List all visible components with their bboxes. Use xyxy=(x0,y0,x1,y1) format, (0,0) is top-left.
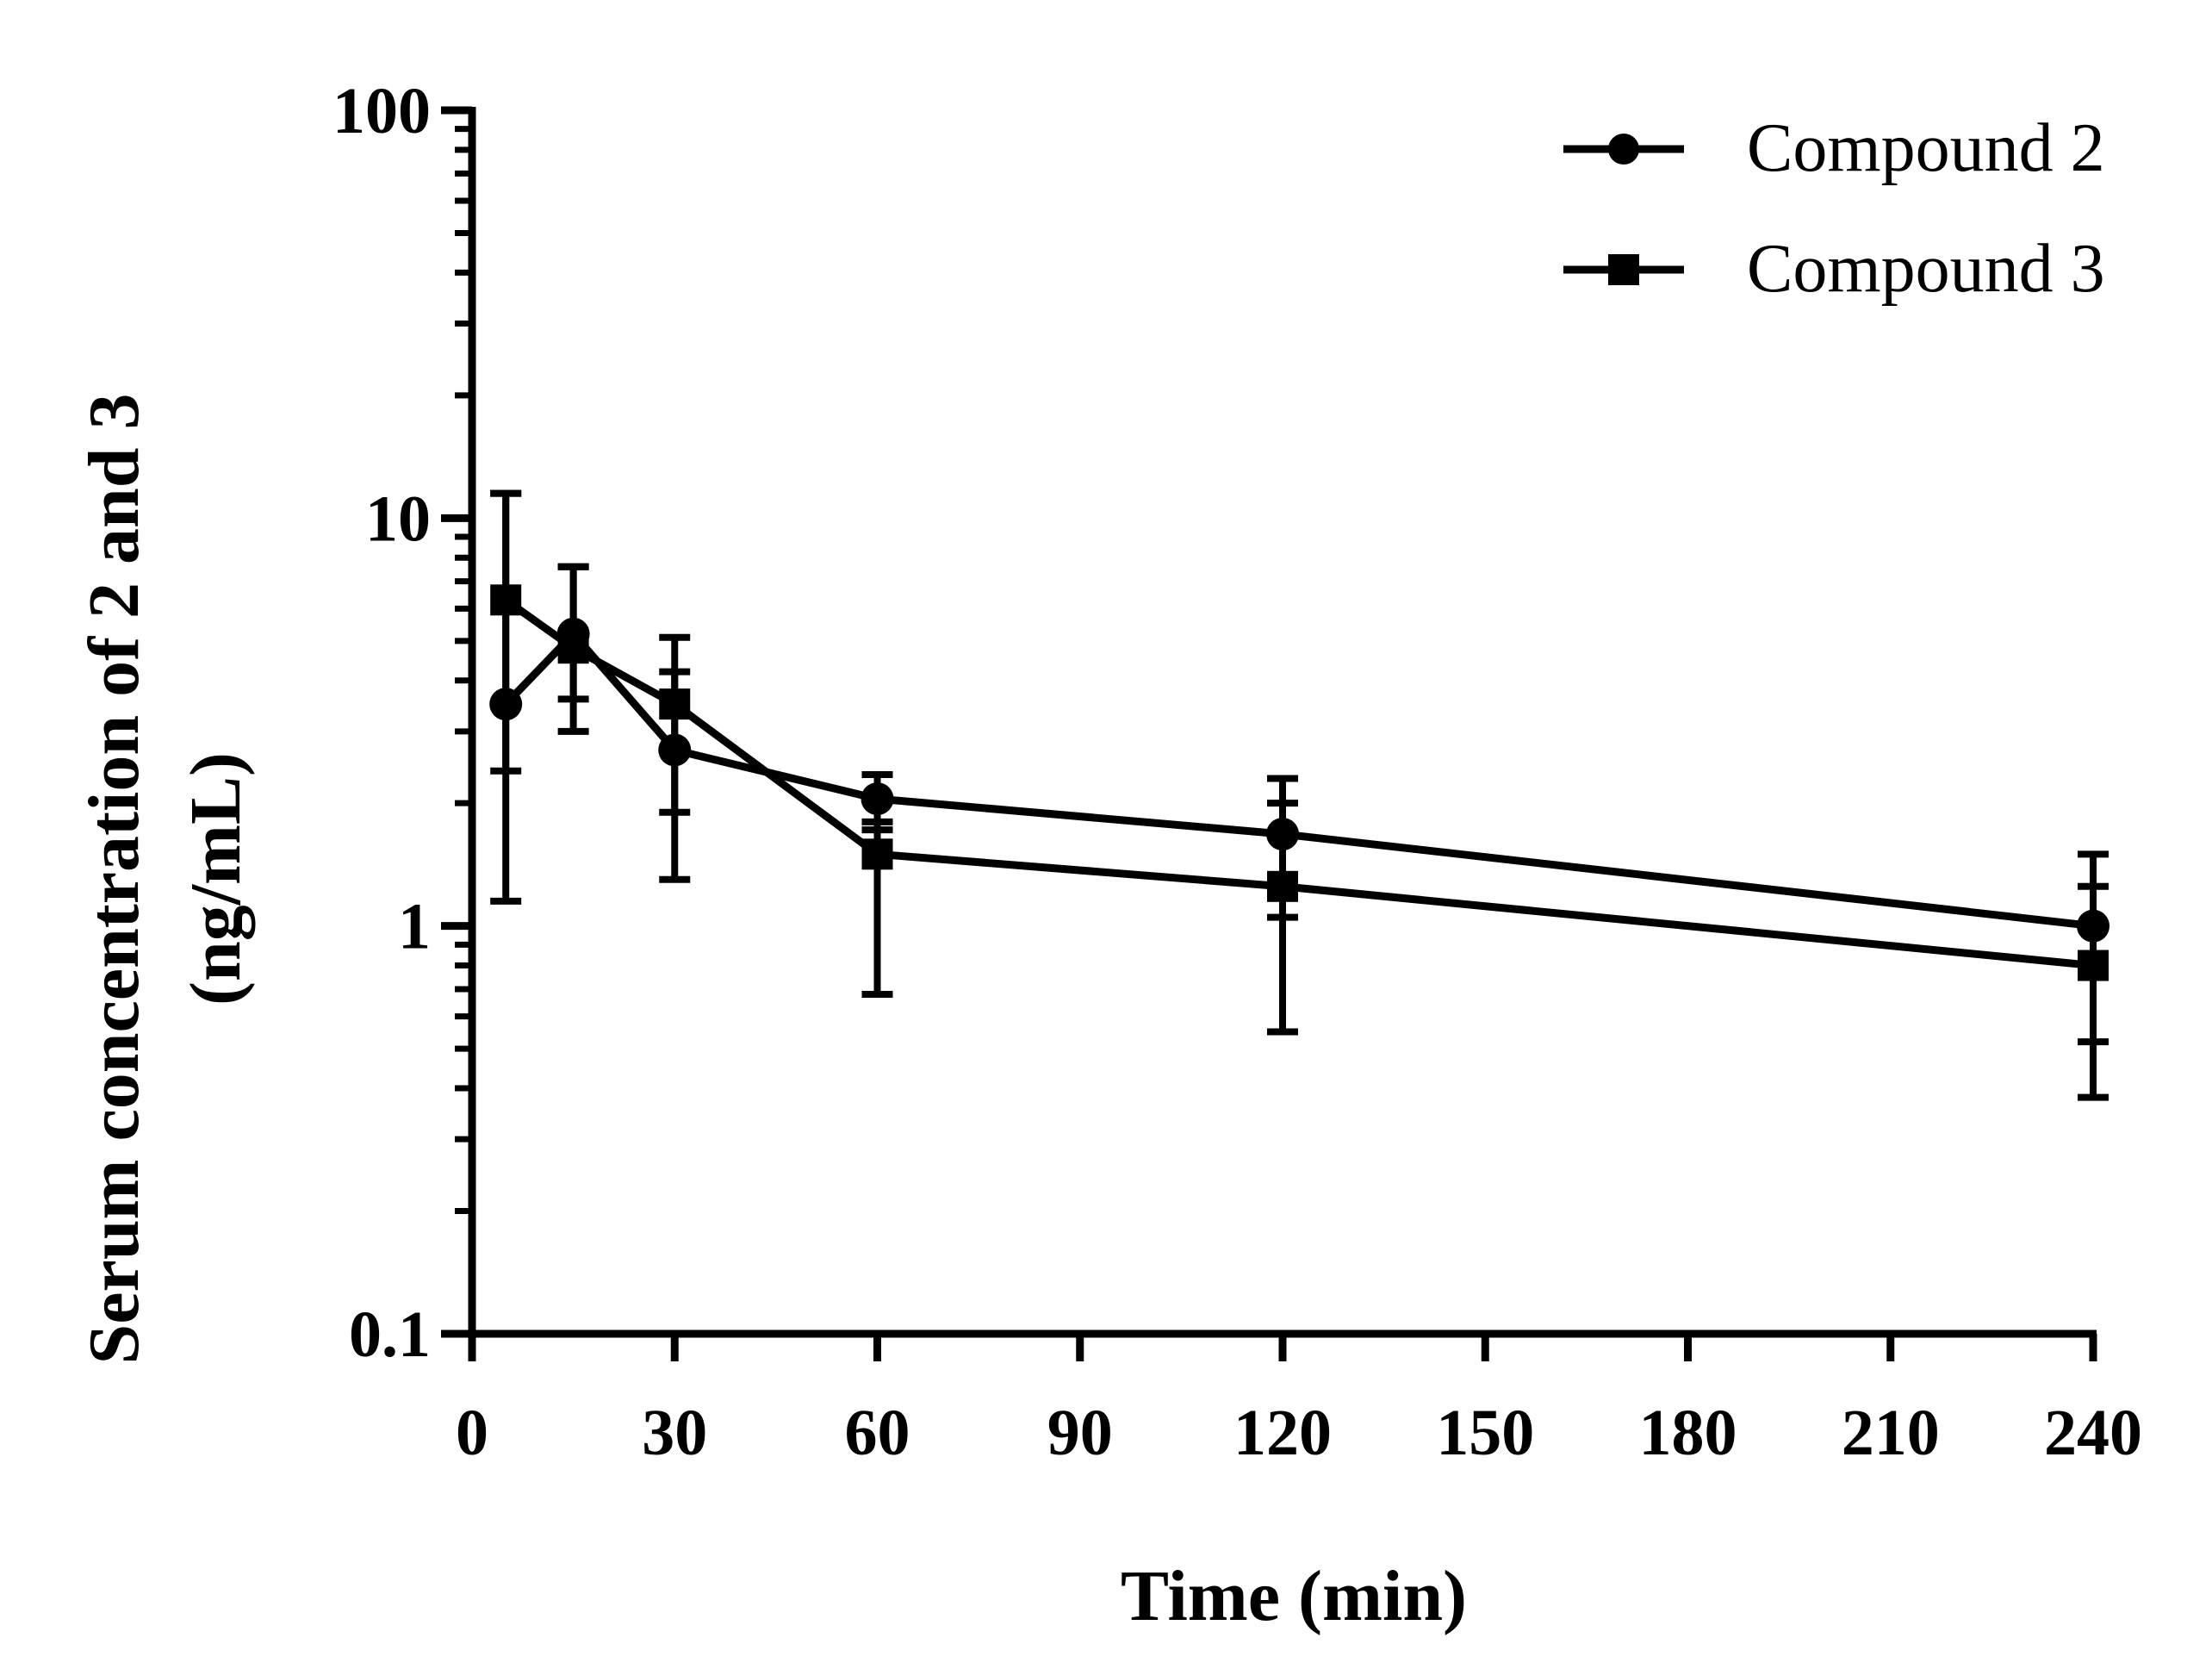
ticks: 0.1 1 10 100 0 30 60 90 120 150 180 210 240 xyxy=(332,75,2142,1469)
data-point-compound-3 xyxy=(1267,870,1298,902)
data-point-compound-3 xyxy=(490,584,522,616)
legend-label-compound-3: Compound 3 xyxy=(1747,231,2105,307)
legend-label-compound-2: Compound 2 xyxy=(1747,110,2105,186)
x-tick-label: 150 xyxy=(1436,1397,1534,1469)
x-tick-label: 60 xyxy=(845,1397,910,1469)
legend-marker-circle xyxy=(1608,134,1639,165)
data-point-compound-2 xyxy=(861,782,894,816)
x-axis-title: Time (min) xyxy=(1121,1556,1467,1636)
y-tick-label: 10 xyxy=(365,483,431,555)
legend-entry-compound-2: Compound 2 xyxy=(1563,110,2105,186)
y-axis-title-line-1: Serum concentration of 2 and 3 xyxy=(74,394,154,1365)
y-axis-title: Serum concentration of 2 and 3 (ng/mL) xyxy=(74,394,256,1365)
y-tick-label: 0.1 xyxy=(349,1298,431,1371)
data-point-compound-3 xyxy=(2078,950,2109,981)
data-point-compound-3 xyxy=(659,688,691,720)
x-tick-label: 180 xyxy=(1639,1397,1737,1469)
data-point-compound-3 xyxy=(861,838,893,870)
series-compound-3 xyxy=(490,489,2109,1101)
x-tick-label: 120 xyxy=(1233,1397,1332,1469)
y-tick-label: 100 xyxy=(332,75,431,147)
y-tick-label: 1 xyxy=(398,891,431,963)
x-tick-label: 30 xyxy=(642,1397,707,1469)
x-tick-label: 210 xyxy=(1842,1397,1940,1469)
x-tick-label: 90 xyxy=(1047,1397,1113,1469)
series-layer xyxy=(489,489,2109,1101)
y-axis-title-line-2: (ng/mL) xyxy=(176,752,256,1006)
data-point-compound-3 xyxy=(557,632,589,664)
legend-marker-square xyxy=(1608,254,1639,285)
x-tick-label: 0 xyxy=(456,1397,488,1469)
x-tick-label: 240 xyxy=(2044,1397,2142,1469)
legend: Compound 2 Compound 3 xyxy=(1563,110,2105,307)
legend-entry-compound-3: Compound 3 xyxy=(1563,231,2105,307)
